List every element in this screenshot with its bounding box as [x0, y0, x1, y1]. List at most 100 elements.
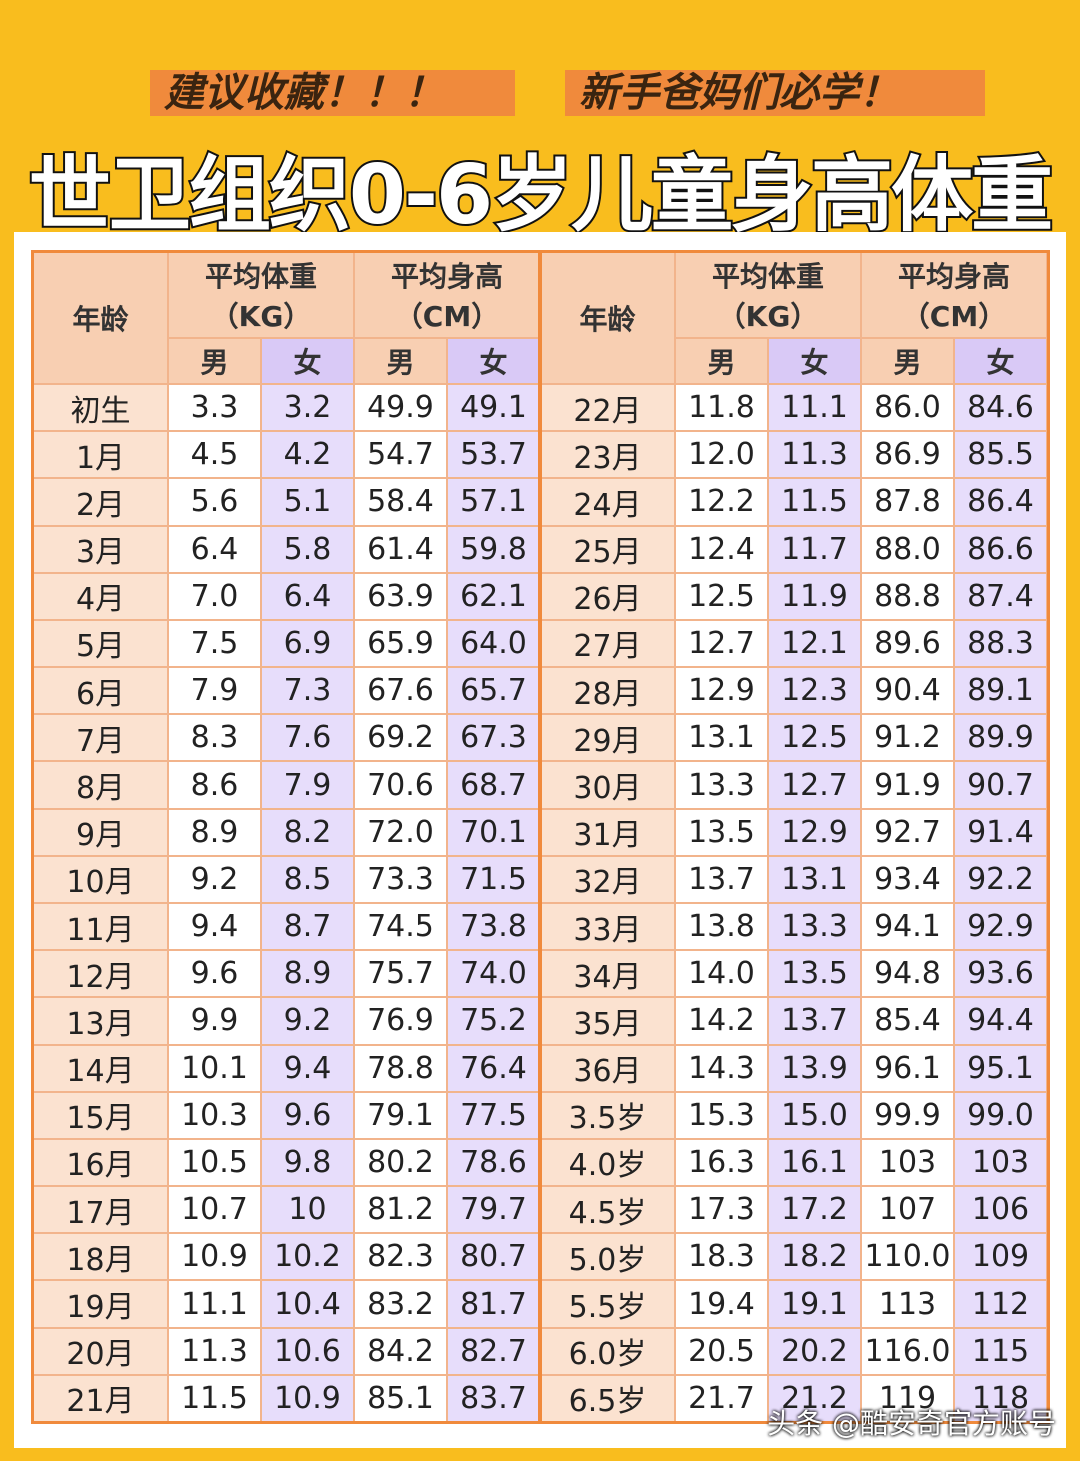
header-text: 男	[200, 346, 229, 379]
cell-text: 10.9	[274, 1380, 341, 1416]
value-cell: 12.7	[768, 761, 861, 809]
value-cell: 89.6	[861, 619, 954, 668]
cell-text: 4.0岁	[568, 1148, 647, 1184]
cell-text: 92.7	[874, 814, 941, 850]
age-cell: 5月	[33, 619, 168, 668]
cell-text: 9月	[75, 818, 126, 854]
value-cell: 7.5	[168, 619, 261, 668]
value-cell: 103	[861, 1138, 954, 1187]
cell-text: 8.2	[283, 814, 332, 850]
cell-text: 88.8	[874, 578, 941, 614]
value-cell: 64.0	[447, 619, 540, 668]
value-cell: 89.1	[954, 667, 1047, 715]
value-cell: 86.4	[954, 478, 1047, 526]
value-cell: 12.9	[768, 808, 861, 856]
value-cell: 4.2	[261, 431, 354, 479]
cell-text: 84.2	[367, 1333, 434, 1369]
value-cell: 10.6	[261, 1327, 354, 1375]
header-text: 平均身高	[897, 260, 1010, 293]
cell-text: 63.9	[367, 578, 434, 614]
value-cell: 84.2	[354, 1327, 447, 1375]
cell-text: 5.6	[190, 484, 239, 520]
value-cell: 85.5	[954, 431, 1047, 479]
cell-text: 4月	[75, 582, 126, 618]
cell-text: 94.8	[874, 956, 941, 992]
cell-text: 9.8	[283, 1144, 332, 1180]
value-cell: 8.7	[261, 903, 354, 951]
cell-text: 5.0岁	[568, 1242, 647, 1278]
header-unit: （KG）	[717, 300, 819, 333]
value-cell: 96.1	[861, 1044, 954, 1092]
value-cell: 13.1	[675, 714, 768, 762]
cell-text: 92.9	[967, 909, 1034, 945]
value-cell: 86.6	[954, 525, 1047, 573]
value-cell: 6.4	[168, 525, 261, 573]
cell-text: 8.5	[283, 861, 332, 897]
cell-text: 31月	[573, 818, 642, 854]
cell-text: 95.1	[967, 1050, 1034, 1086]
value-cell: 77.5	[447, 1091, 540, 1139]
value-cell: 13.1	[768, 855, 861, 903]
value-cell: 109	[954, 1233, 1047, 1281]
cell-text: 10.3	[181, 1097, 248, 1133]
cell-text: 57.1	[460, 484, 527, 520]
value-cell: 10.9	[168, 1233, 261, 1281]
age-cell: 11月	[33, 903, 168, 951]
value-cell: 8.3	[168, 714, 261, 762]
value-cell: 5.6	[168, 478, 261, 526]
value-cell: 7.3	[261, 667, 354, 715]
value-cell: 65.9	[354, 619, 447, 668]
cell-text: 36月	[573, 1054, 642, 1090]
cell-text: 71.5	[460, 861, 527, 897]
cell-text: 20月	[66, 1337, 135, 1373]
cell-text: 6.9	[283, 625, 332, 661]
cell-text: 12.4	[688, 531, 755, 567]
cell-text: 16月	[66, 1148, 135, 1184]
cell-text: 4.5	[190, 437, 239, 473]
cell-text: 12.1	[781, 625, 848, 661]
header-text: 平均体重	[711, 260, 824, 293]
value-cell: 3.3	[168, 384, 261, 432]
value-cell: 87.4	[954, 572, 1047, 620]
value-cell: 8.9	[168, 808, 261, 856]
cell-text: 13.3	[781, 909, 848, 945]
header-text: 年龄	[72, 303, 129, 336]
cell-text: 81.2	[367, 1192, 434, 1228]
cell-text: 92.2	[967, 861, 1034, 897]
value-cell: 83.7	[447, 1374, 540, 1422]
cell-text: 74.0	[460, 956, 527, 992]
value-cell: 7.6	[261, 714, 354, 762]
cell-text: 11.5	[181, 1380, 248, 1416]
cell-text: 22月	[573, 393, 642, 429]
cell-text: 18.2	[781, 1239, 848, 1275]
value-cell: 53.7	[447, 431, 540, 479]
cell-text: 64.0	[460, 625, 527, 661]
cell-text: 12.5	[781, 720, 848, 756]
cell-text: 58.4	[367, 484, 434, 520]
cell-text: 19.1	[781, 1286, 848, 1322]
cell-text: 11.1	[781, 390, 848, 426]
value-cell: 20.2	[768, 1327, 861, 1375]
value-cell: 9.6	[261, 1091, 354, 1139]
value-cell: 107	[861, 1186, 954, 1234]
value-cell: 11.5	[168, 1374, 261, 1422]
age-cell: 6.0岁	[540, 1327, 675, 1375]
cell-text: 9.2	[190, 861, 239, 897]
cell-text: 25月	[573, 535, 642, 571]
value-cell: 11.5	[768, 478, 861, 526]
value-cell: 10.1	[168, 1044, 261, 1092]
age-cell: 12月	[33, 950, 168, 998]
value-cell: 112	[954, 1280, 1047, 1328]
cell-text: 10月	[66, 865, 135, 901]
value-cell: 12.3	[768, 667, 861, 715]
value-cell: 14.0	[675, 950, 768, 998]
cell-text: 3.2	[283, 390, 332, 426]
cell-text: 14.0	[688, 956, 755, 992]
value-cell: 89.9	[954, 714, 1047, 762]
age-cell: 26月	[540, 572, 675, 620]
cell-text: 88.3	[967, 625, 1034, 661]
watermark: 头条 @酷安奇官方账号	[767, 1407, 1056, 1440]
value-cell: 6.4	[261, 572, 354, 620]
value-cell: 115	[954, 1327, 1047, 1375]
age-cell: 29月	[540, 714, 675, 762]
